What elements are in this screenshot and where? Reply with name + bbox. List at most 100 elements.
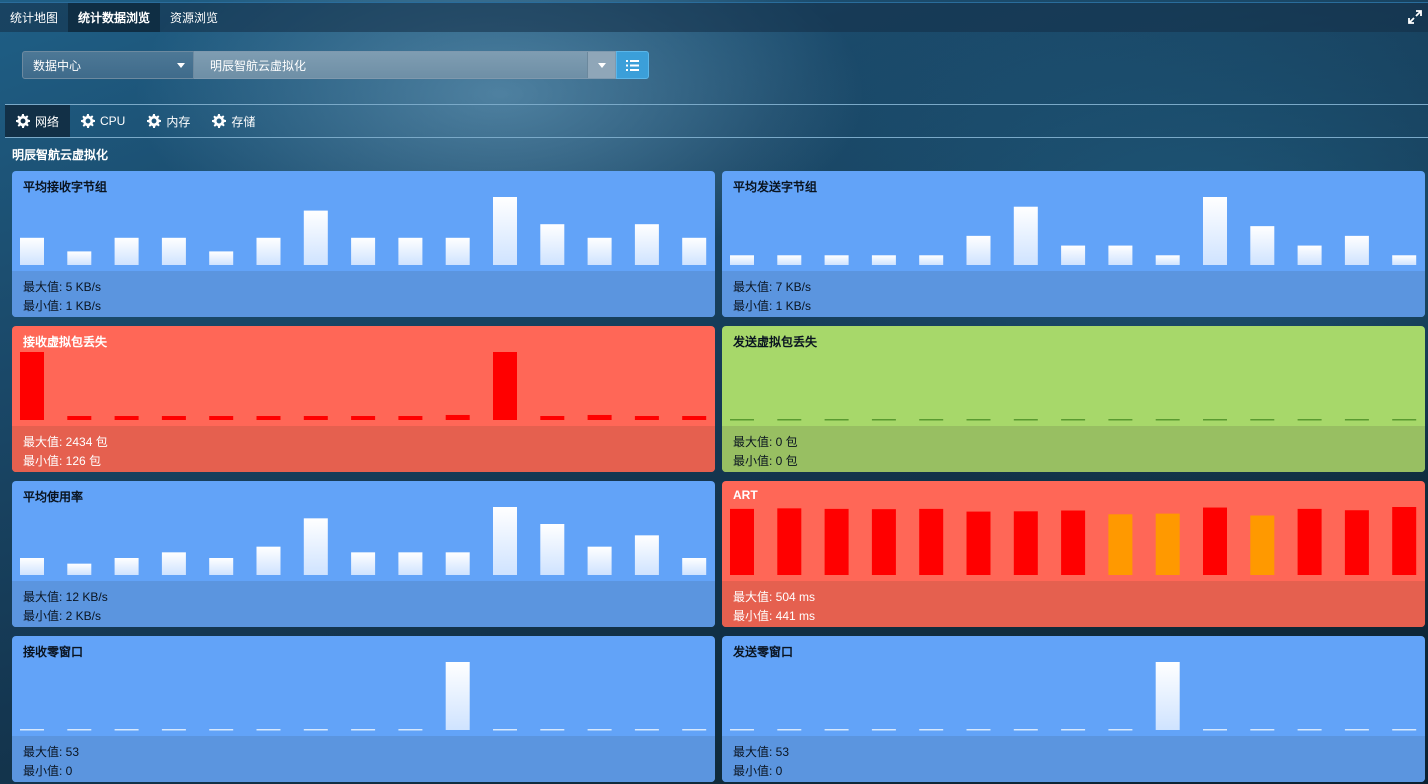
bar [1155, 513, 1180, 575]
bar-baseline [1297, 419, 1322, 421]
bar [256, 416, 281, 420]
bar [209, 558, 234, 575]
bar [871, 509, 896, 575]
bar [540, 224, 565, 265]
min-value: 最小值: 1 KB/s [733, 299, 812, 313]
bar [1297, 245, 1322, 265]
bar-baseline [730, 729, 754, 731]
bar [1203, 197, 1227, 265]
bar [587, 546, 612, 575]
min-value: 最小值: 126 包 [23, 454, 102, 468]
bar [67, 563, 92, 575]
tab-cpu[interactable]: CPU [70, 105, 136, 137]
bar [682, 558, 707, 575]
bar [540, 416, 565, 420]
bar [114, 558, 139, 575]
tab-stat-data-browse[interactable]: 统计数据浏览 [68, 3, 161, 32]
panel-title: 接收零窗口 [23, 645, 84, 659]
panel-avg-recv-bytes: 平均接收字节组 最大值: 5 KB/s 最小值: 1 KB/s [12, 171, 715, 317]
bar-baseline [1108, 729, 1133, 731]
max-value: 最大值: 0 包 [733, 435, 798, 449]
tab-stat-map[interactable]: 统计地图 [10, 11, 59, 25]
bar [114, 416, 139, 420]
list-icon [626, 59, 639, 71]
gear-icon [212, 114, 227, 128]
bar-baseline [777, 729, 802, 731]
bar [1155, 662, 1180, 730]
bar-baseline [398, 729, 423, 731]
panel-send-packet-loss: 发送虚拟包丢失 最大值: 0 包 最小值: 0 包 [722, 326, 1425, 472]
list-view-button[interactable] [616, 51, 649, 79]
panel-title: 平均发送字节组 [733, 180, 818, 194]
bar [1108, 514, 1133, 575]
host-select[interactable]: 明辰智航云虚拟化 [194, 51, 616, 79]
bar [1392, 507, 1417, 575]
bar [303, 416, 328, 420]
tab-network[interactable]: 网络 [5, 105, 71, 137]
bar [1061, 245, 1086, 265]
bar-baseline [1013, 419, 1038, 421]
bar-baseline [966, 729, 991, 731]
max-value: 最大值: 7 KB/s [733, 280, 812, 294]
bar [730, 255, 754, 265]
bar-baseline [20, 729, 44, 731]
datacenter-select[interactable]: 数据中心 [22, 51, 194, 79]
expand-icon[interactable] [1408, 10, 1422, 24]
bar [1250, 515, 1275, 575]
tab-storage[interactable]: 存储 [201, 105, 266, 137]
filter-row: 数据中心 明辰智航云虚拟化 [22, 51, 649, 79]
bar [303, 518, 328, 575]
bar-baseline [966, 419, 991, 421]
tab-resource-browse[interactable]: 资源浏览 [170, 11, 219, 25]
bar [161, 237, 186, 265]
bar [1344, 510, 1369, 575]
bar [67, 416, 92, 420]
bar [20, 352, 44, 420]
bar [161, 552, 186, 575]
bar [256, 237, 281, 265]
host-dropdown-button[interactable] [587, 52, 615, 78]
bar [493, 507, 517, 575]
panel-title: 发送虚拟包丢失 [733, 335, 818, 349]
panel-recv-packet-loss: 接收虚拟包丢失 最大值: 2434 包 最小值: 126 包 [12, 326, 715, 472]
bar-chart [20, 197, 707, 265]
bar [634, 416, 659, 420]
min-value: 最小值: 0 [23, 764, 73, 778]
bar [493, 352, 517, 420]
tab-memory[interactable]: 内存 [136, 105, 201, 137]
bar-chart [20, 352, 707, 420]
panel-stats: 最大值: 12 KB/s 最小值: 2 KB/s [12, 581, 715, 627]
bar-chart [730, 197, 1417, 265]
bar [20, 558, 44, 575]
bar-baseline [1392, 419, 1417, 421]
bar [1013, 206, 1038, 265]
bar [1013, 511, 1038, 575]
bar [777, 508, 802, 575]
bar [303, 210, 328, 265]
bar [634, 535, 659, 575]
bar [161, 416, 186, 420]
bar-baseline [1344, 729, 1369, 731]
bar [1061, 510, 1086, 575]
bar-baseline [1108, 419, 1133, 421]
max-value: 最大值: 2434 包 [23, 435, 108, 449]
bar [398, 416, 423, 420]
bar [777, 255, 802, 265]
bar [256, 546, 281, 575]
bar-baseline [1013, 729, 1038, 731]
bar [1297, 508, 1322, 575]
bar-baseline [871, 419, 896, 421]
bar-baseline [161, 729, 186, 731]
bar-baseline [209, 729, 234, 731]
max-value: 最大值: 53 [733, 745, 790, 759]
bar [209, 251, 234, 265]
chevron-down-icon [598, 63, 606, 68]
bar [493, 197, 517, 265]
panel-stats: 最大值: 504 ms 最小值: 441 ms [722, 581, 1425, 627]
bar [351, 416, 376, 420]
datacenter-select-value: 数据中心 [33, 58, 82, 73]
panel-title: 平均接收字节组 [23, 180, 108, 194]
bar-baseline [493, 729, 517, 731]
bar [587, 237, 612, 265]
bar [1344, 235, 1369, 265]
